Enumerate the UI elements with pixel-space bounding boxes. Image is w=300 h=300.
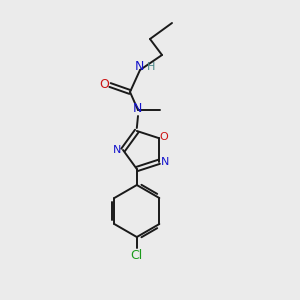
Text: N: N xyxy=(161,157,170,167)
Text: H: H xyxy=(147,62,155,72)
Text: O: O xyxy=(160,132,169,142)
Text: Cl: Cl xyxy=(131,248,143,262)
Text: O: O xyxy=(99,77,109,91)
Text: N: N xyxy=(132,101,142,115)
Text: N: N xyxy=(113,145,121,155)
Text: N: N xyxy=(134,61,144,74)
